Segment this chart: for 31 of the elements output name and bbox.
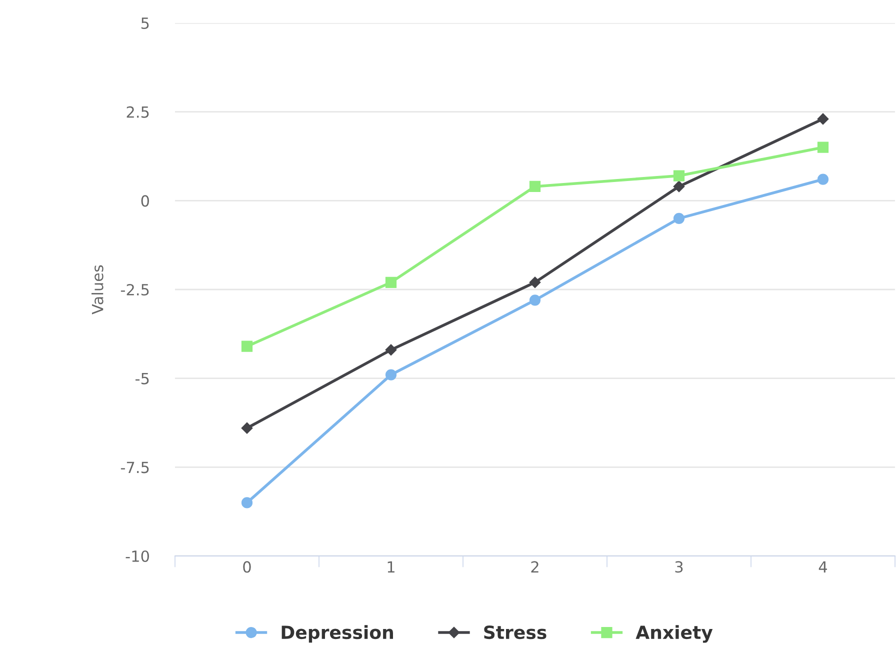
- y-tick-label: -2.5: [120, 284, 149, 296]
- y-tick-label: 2.5: [126, 106, 149, 118]
- legend-label: Stress: [484, 625, 546, 640]
- y-tick-label: -7.5: [120, 462, 149, 474]
- x-tick-label: 0: [243, 561, 251, 573]
- point: [673, 212, 685, 224]
- x-tick-label: 4: [818, 561, 828, 572]
- x-tick-label: 2: [531, 561, 538, 572]
- y-tick-label: 5: [141, 18, 149, 30]
- point: [241, 422, 253, 434]
- point: [817, 113, 829, 125]
- point: [673, 180, 685, 192]
- point: [529, 294, 541, 306]
- y-tick-label: -10: [126, 550, 149, 562]
- y-tick-label: 0: [141, 195, 149, 207]
- point: [817, 142, 829, 153]
- point: [385, 344, 397, 356]
- point: [241, 497, 253, 508]
- point: [241, 340, 253, 352]
- legend-label: Depression: [282, 625, 393, 643]
- y-tick-label: -5: [136, 373, 149, 384]
- point: [529, 276, 541, 288]
- point: [529, 180, 541, 192]
- legend-label: Anxiety: [636, 625, 713, 643]
- point: [385, 276, 397, 288]
- x-tick-label: 3: [675, 561, 683, 573]
- y-axis-title: Values: [92, 265, 104, 314]
- point: [673, 170, 685, 182]
- point: [385, 369, 397, 380]
- point: [817, 174, 829, 185]
- x-tick-label: 1: [388, 561, 394, 572]
